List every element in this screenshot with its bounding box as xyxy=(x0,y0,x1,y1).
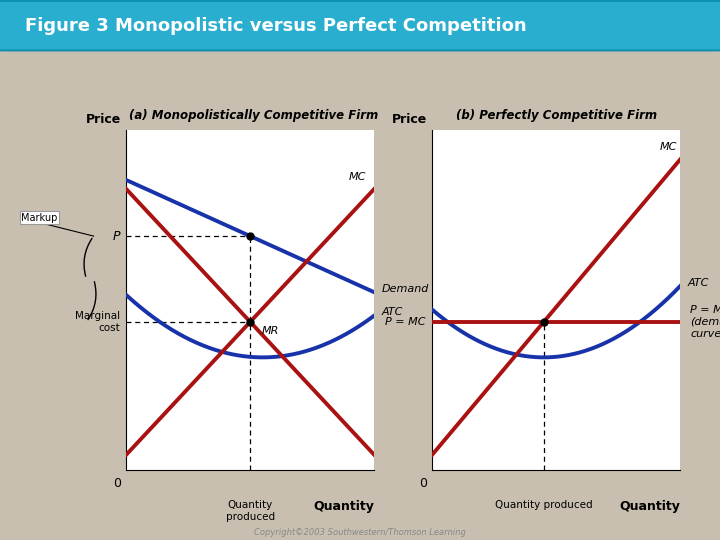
Text: Quantity: Quantity xyxy=(619,501,680,514)
Text: P = MC: P = MC xyxy=(385,317,426,327)
Text: Copyright©2003 Southwestern/Thomson Learning: Copyright©2003 Southwestern/Thomson Lear… xyxy=(254,528,466,537)
Text: MC: MC xyxy=(348,172,366,182)
Text: Marginal
cost: Marginal cost xyxy=(75,311,120,333)
Text: P: P xyxy=(112,230,120,242)
Text: (b) Perfectly Competitive Firm: (b) Perfectly Competitive Firm xyxy=(456,109,657,122)
Text: Figure 3 Monopolistic versus Perfect Competition: Figure 3 Monopolistic versus Perfect Com… xyxy=(24,17,526,35)
Text: Markup: Markup xyxy=(22,213,58,222)
Text: Quantity
produced: Quantity produced xyxy=(225,501,275,522)
Text: ATC: ATC xyxy=(688,278,709,288)
Text: MR: MR xyxy=(261,326,279,336)
Text: P = MR
(demand
curve): P = MR (demand curve) xyxy=(690,305,720,339)
Text: Price: Price xyxy=(392,113,427,126)
Text: Quantity produced: Quantity produced xyxy=(495,501,593,510)
Text: 0: 0 xyxy=(419,477,427,490)
Text: Quantity: Quantity xyxy=(313,501,374,514)
Text: MC: MC xyxy=(660,143,677,152)
Text: Price: Price xyxy=(86,113,121,126)
Text: Demand: Demand xyxy=(382,284,429,294)
Text: (a) Monopolistically Competitive Firm: (a) Monopolistically Competitive Firm xyxy=(129,109,378,122)
Text: ATC: ATC xyxy=(382,307,403,318)
Text: 0: 0 xyxy=(113,477,121,490)
FancyBboxPatch shape xyxy=(0,1,720,50)
